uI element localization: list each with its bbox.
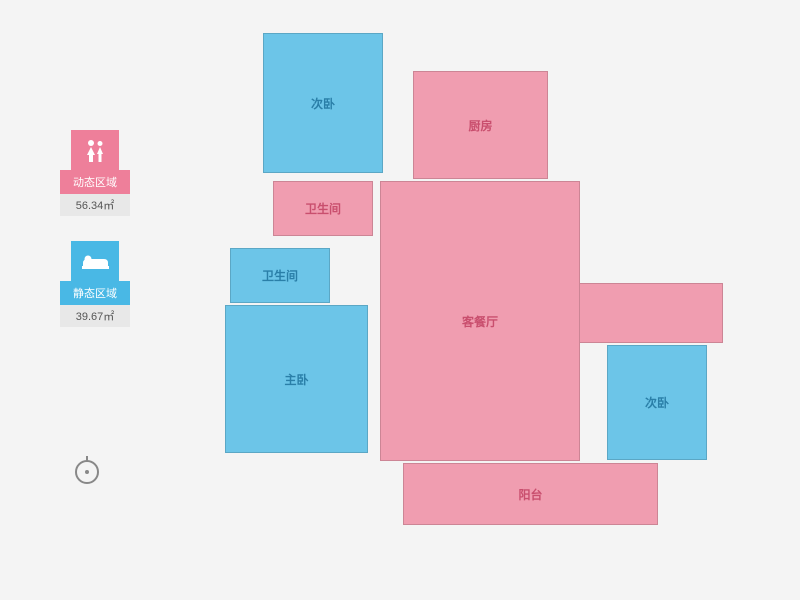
legend-static-value: 39.67㎡ [60, 305, 130, 327]
room-label: 客餐厅 [462, 313, 498, 330]
floor-plan: 次卧厨房卫生间卫生间主卧客餐厅次卧阳台 [225, 33, 723, 528]
legend-dynamic: 动态区域 56.34㎡ [60, 130, 130, 216]
room-label: 次卧 [311, 95, 335, 112]
legend-dynamic-label: 动态区域 [60, 170, 130, 194]
room-阳台: 阳台 [403, 463, 658, 525]
legend-static-label: 静态区域 [60, 281, 130, 305]
sleep-icon [71, 241, 119, 281]
legend-static: 静态区域 39.67㎡ [60, 241, 130, 327]
legend-panel: 动态区域 56.34㎡ 静态区域 39.67㎡ [60, 130, 130, 352]
room-label: 卫生间 [305, 200, 341, 217]
room-label: 卫生间 [262, 267, 298, 284]
room-次卧: 次卧 [263, 33, 383, 173]
room-客餐厅: 客餐厅 [380, 181, 580, 461]
room-厨房: 厨房 [413, 71, 548, 179]
legend-dynamic-value: 56.34㎡ [60, 194, 130, 216]
room-次卧2: 次卧 [607, 345, 707, 460]
room-客餐厅右 [580, 283, 723, 343]
room-label: 厨房 [468, 117, 492, 134]
compass-icon [75, 460, 105, 490]
people-icon [71, 130, 119, 170]
room-卫生间1: 卫生间 [273, 181, 373, 236]
room-label: 次卧 [645, 394, 669, 411]
room-label: 主卧 [284, 371, 308, 388]
room-主卧: 主卧 [225, 305, 368, 453]
room-卫生间2: 卫生间 [230, 248, 330, 303]
room-label: 阳台 [518, 486, 542, 503]
